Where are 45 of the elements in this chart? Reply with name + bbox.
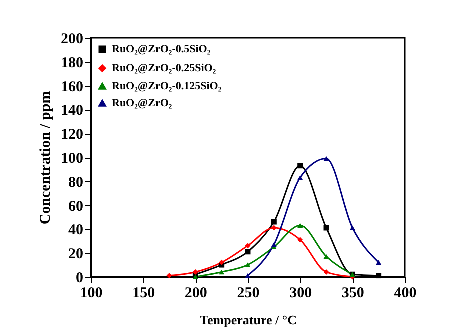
point [324,156,330,162]
legend-label: RuO₂@ZrO₂-0.125SiO₂ [112,80,222,92]
x-tick-label: 100 [80,286,103,302]
point [192,269,198,275]
point [350,226,356,230]
point [376,273,382,279]
y-tick-label: 80 [68,174,84,191]
point [271,219,277,225]
x-tick-label: 300 [290,286,312,302]
x-tick-label: 350 [342,286,364,302]
y-tick-label: 120 [61,127,84,144]
y-tick-label: 140 [61,103,84,120]
x-tick-label: 400 [394,286,417,302]
point [298,237,304,243]
y-tick-label: 0 [76,270,84,286]
x-tick-label: 200 [184,286,208,302]
point [192,274,198,280]
y-tick-label: 160 [61,79,84,96]
x-tick-label: 150 [132,286,156,302]
point [298,223,304,228]
y-tick-label: 60 [68,198,84,215]
point [245,249,251,255]
legend-label: RuO₂@ZrO₂ [112,98,173,110]
x-axis-title: Temperature / °C [200,312,297,328]
point [298,175,304,180]
y-tick-label: 180 [61,55,84,72]
y-tick-label: 100 [61,151,84,167]
point [271,225,277,231]
x-tick-label: 250 [237,286,260,302]
point [245,243,251,249]
point [271,242,277,248]
point [245,262,251,268]
y-tick-label: 20 [68,246,84,263]
y-tick-label: 200 [61,32,84,48]
point [376,260,382,266]
legend-label: RuO₂@ZrO₂-0.25SiO₂ [112,62,217,74]
point [324,269,330,275]
point [219,260,225,266]
y-tick-label: 40 [68,222,84,239]
point [166,273,172,279]
y-axis-title: Concentration / ppm [38,90,54,225]
point [245,273,251,278]
legend-label: RuO₂@ZrO₂-0.5SiO₂ [112,44,212,56]
point [298,163,304,169]
point [219,270,225,275]
